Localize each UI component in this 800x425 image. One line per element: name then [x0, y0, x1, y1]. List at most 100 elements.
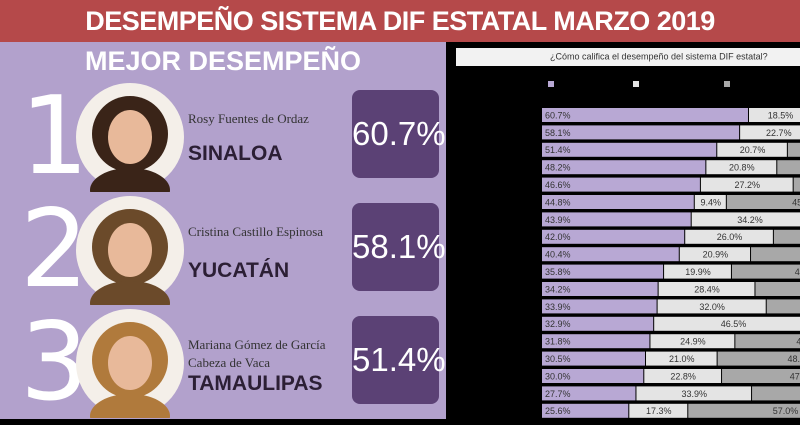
- data-label: 30.5%: [545, 354, 571, 364]
- ranking-item: 3 Mariana Gómez de García Cabeza de Vaca T…: [0, 300, 446, 425]
- state-name: SINALOA: [188, 142, 283, 165]
- ranking-item: 1 Rosy Fuentes de Ordaz SINALOA 60.7%: [0, 74, 446, 199]
- data-label: 35.8%: [545, 267, 571, 277]
- bar-segment: [793, 177, 800, 192]
- bar-segment: [542, 142, 717, 157]
- bar-segment: [646, 351, 717, 366]
- bar-segment: [787, 142, 800, 157]
- bar-segment: [688, 403, 800, 418]
- bar-segment: [755, 282, 800, 296]
- page-title: DESEMPEÑO SISTEMA DIF ESTATAL MARZO 2019: [0, 0, 800, 42]
- data-label: 24.9%: [680, 337, 706, 347]
- data-label: 28.4%: [694, 284, 720, 294]
- bar-segment: [722, 369, 800, 383]
- score-box: 51.4%: [352, 316, 446, 404]
- bar-segment: [542, 369, 644, 383]
- data-label: 32.0%: [699, 302, 725, 312]
- bar-segment: [748, 108, 800, 122]
- bar-segment: [777, 160, 800, 175]
- data-label: 48.5%: [788, 354, 800, 364]
- data-label: 57.0%: [773, 406, 799, 416]
- bar-segment: [650, 334, 735, 349]
- data-label: 47.2%: [790, 371, 800, 381]
- bar-segment: [654, 316, 800, 331]
- data-label: 25.6%: [545, 406, 571, 416]
- data-label: 22.7%: [766, 128, 792, 138]
- data-label: 43.9%: [545, 215, 571, 225]
- bar-segment: [629, 403, 688, 418]
- score-box: 60.7%: [352, 90, 446, 178]
- data-label: 34.2%: [737, 215, 763, 225]
- data-label: 48.2%: [545, 163, 571, 173]
- score-box: 58.1%: [352, 203, 446, 291]
- data-label: 46.6%: [545, 180, 571, 190]
- chart: ¿Cómo califica el desempeño del sistema …: [452, 42, 800, 419]
- bar-segment: [542, 386, 636, 401]
- bar-segment: [542, 282, 658, 296]
- panel-heading: MEJOR DESEMPEÑO: [84, 46, 362, 76]
- data-label: 34.2%: [545, 284, 571, 294]
- legend-swatch: [633, 81, 639, 87]
- bar-segment: [717, 142, 787, 157]
- legend-swatch: [724, 81, 730, 87]
- portrait: [76, 196, 184, 305]
- data-label: 44.3%: [795, 267, 800, 277]
- bar-segment: [751, 247, 800, 262]
- bar-segment: [731, 264, 800, 279]
- ranking-panel: MEJOR DESEMPEÑO 1 Rosy Fuentes de Ordaz SI…: [0, 42, 446, 425]
- data-label: 20.9%: [703, 250, 729, 260]
- bar-segment: [740, 125, 800, 140]
- bar-segment: [664, 264, 731, 279]
- bar-segment: [773, 229, 800, 244]
- bar-segment: [700, 177, 793, 192]
- data-label: 42.0%: [545, 232, 571, 242]
- chart-title: ¿Cómo califica el desempeño del sistema …: [550, 51, 768, 61]
- portrait: [76, 83, 184, 192]
- bar-segment: [542, 334, 650, 349]
- bar-segment: [691, 212, 800, 227]
- data-label: 60.7%: [545, 110, 571, 120]
- bar-segment: [752, 386, 800, 401]
- bar-segment: [542, 212, 691, 227]
- bar-segment: [658, 282, 755, 296]
- bar-segment: [679, 247, 751, 262]
- data-label: 27.2%: [735, 180, 761, 190]
- bar-segment: [542, 125, 740, 140]
- bar-segment: [542, 195, 694, 209]
- data-label: 40.4%: [545, 250, 571, 260]
- chart-title-box: [456, 48, 800, 66]
- bar-segment: [644, 369, 722, 383]
- data-label: 31.8%: [545, 337, 571, 347]
- data-label: 21.0%: [669, 354, 695, 364]
- bar-segment: [542, 247, 679, 262]
- data-label: 43.3%: [796, 337, 800, 347]
- data-label: 9.4%: [701, 197, 722, 207]
- data-label: 33.9%: [681, 389, 707, 399]
- bar-segment: [542, 403, 629, 418]
- person-name: Rosy Fuentes de Ordaz: [188, 111, 309, 126]
- bar-segment: [726, 195, 800, 209]
- data-label: 18.5%: [768, 110, 794, 120]
- data-label: 19.9%: [685, 267, 711, 277]
- data-label: 20.8%: [729, 163, 755, 173]
- data-label: 45.8%: [792, 197, 800, 207]
- bar-segment: [735, 334, 800, 349]
- bar-segment: [542, 264, 664, 279]
- data-label: 30.0%: [545, 371, 571, 381]
- state-name: YUCATÁN: [188, 259, 290, 282]
- data-label: 33.9%: [545, 302, 571, 312]
- bar-segment: [542, 108, 748, 122]
- ranking-item: 2 Cristina Castillo Espinosa YUCATÁN 58.1%: [0, 187, 446, 312]
- bar-segment: [542, 160, 706, 175]
- bar-segment: [657, 299, 766, 314]
- portrait: [76, 309, 184, 418]
- state-name: TAMAULIPAS: [188, 372, 323, 395]
- bar-segment: [636, 386, 752, 401]
- bar-segment: [706, 160, 777, 175]
- bar-segment: [542, 351, 646, 366]
- data-label: 20.7%: [740, 145, 766, 155]
- bar-segment: [542, 229, 685, 244]
- bar-segment: [542, 316, 654, 331]
- legend-swatch: [548, 81, 554, 87]
